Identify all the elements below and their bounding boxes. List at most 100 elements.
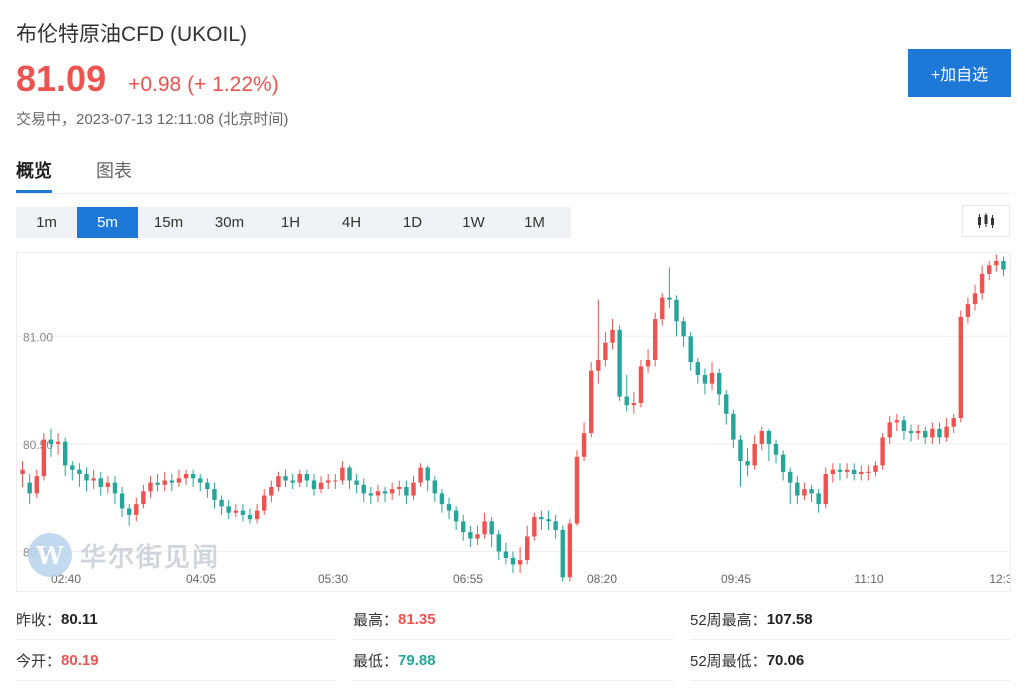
candle-body xyxy=(560,529,565,578)
price-row: 81.09 +0.98 (+ 1.22%) xyxy=(16,58,279,100)
candle-body xyxy=(375,491,381,496)
stat-low: 最低： 79.88 xyxy=(353,641,673,681)
candle-body xyxy=(660,297,665,320)
candle-body xyxy=(112,482,118,494)
candle-body xyxy=(972,293,978,305)
candle-body xyxy=(212,489,217,500)
candle-body xyxy=(965,304,971,317)
stat-label: 最低： xyxy=(353,653,399,670)
candle-body xyxy=(276,476,281,487)
tab-overview[interactable]: 概览 xyxy=(16,161,52,181)
timeframe-5m[interactable]: 5m xyxy=(77,207,138,238)
candle-body xyxy=(254,510,260,520)
candle-body xyxy=(62,441,68,466)
timeframe-15m[interactable]: 15m xyxy=(153,214,184,231)
candle-body xyxy=(247,514,253,520)
stat-label: 52周最低： xyxy=(690,653,767,670)
candle-body xyxy=(788,471,793,483)
candle-body xyxy=(84,474,89,481)
timeframe-4h[interactable]: 4H xyxy=(341,214,362,231)
candle-body xyxy=(155,482,160,485)
candle-body xyxy=(70,465,75,470)
candle-body xyxy=(1001,261,1006,270)
candle-body xyxy=(297,474,302,483)
candle-body xyxy=(340,467,345,481)
candle-body xyxy=(119,493,125,509)
candle-body xyxy=(930,428,935,438)
timeframe-1m[interactable]: 1m xyxy=(36,214,57,231)
candle-body xyxy=(162,480,167,485)
timeframe-1d[interactable]: 1D xyxy=(402,214,423,231)
candle-body xyxy=(98,478,103,487)
add-watchlist-button[interactable]: +加自选 xyxy=(908,49,1011,97)
price-change: +0.98 (+ 1.22%) xyxy=(128,73,279,96)
y-tick-label: 81.00 xyxy=(23,330,53,344)
candle-body xyxy=(908,430,914,434)
candle-body xyxy=(724,394,729,414)
stat-52w-low: 52周最低： 70.06 xyxy=(690,641,1010,681)
timeframe-selector: 1m 5m 15m 30m 1H 4H 1D 1W 1M xyxy=(16,207,571,238)
timeframe-30m[interactable]: 30m xyxy=(214,214,245,231)
candle-body xyxy=(539,517,544,520)
candle-body xyxy=(759,430,764,444)
stat-prev-close: 昨收： 80.11 xyxy=(16,600,336,640)
x-tick-label: 04:05 xyxy=(186,572,216,586)
chart-type-button[interactable] xyxy=(962,205,1010,237)
candle-body xyxy=(674,299,679,322)
stat-label: 最高： xyxy=(353,612,399,629)
candle-body xyxy=(915,430,921,434)
candle-body xyxy=(446,504,452,511)
candle-body xyxy=(425,467,430,481)
x-tick-label: 08:20 xyxy=(587,572,617,586)
candle-body xyxy=(325,480,331,483)
stat-52w-high: 52周最高： 107.58 xyxy=(690,600,1010,640)
candle-body xyxy=(517,560,523,565)
candle-body xyxy=(361,484,366,494)
candle-body xyxy=(802,489,807,496)
candle-body xyxy=(752,443,757,466)
candle-body xyxy=(688,336,693,363)
candle-body xyxy=(169,480,175,483)
timeframe-1mo[interactable]: 1M xyxy=(524,214,545,231)
candle-body xyxy=(567,523,573,578)
candle-body xyxy=(404,486,409,496)
candle-body xyxy=(716,372,722,395)
last-price: 81.09 xyxy=(16,58,107,99)
candle-body xyxy=(610,329,615,343)
stat-value: 80.11 xyxy=(61,611,98,628)
stat-label: 今开： xyxy=(16,653,62,670)
candle-body xyxy=(809,489,814,494)
candle-body xyxy=(624,396,629,406)
candle-body xyxy=(283,476,288,481)
candle-body xyxy=(596,359,601,371)
stat-high: 最高： 81.35 xyxy=(353,600,673,640)
candle-body xyxy=(553,521,558,530)
instrument-title: 布伦特原油CFD (UKOIL) xyxy=(16,23,247,46)
candle-body xyxy=(951,418,956,427)
candle-body xyxy=(77,469,82,475)
tab-chart[interactable]: 图表 xyxy=(96,161,132,181)
candle-body xyxy=(837,469,843,472)
x-tick-label: 12:3 xyxy=(989,572,1010,586)
candle-body xyxy=(411,482,416,496)
timeframe-1h[interactable]: 1H xyxy=(280,214,301,231)
candle-body xyxy=(318,482,324,490)
candle-body xyxy=(198,478,203,483)
candle-body xyxy=(262,495,267,511)
candle-body xyxy=(382,491,388,494)
stat-label: 昨收： xyxy=(16,612,62,629)
candle-body xyxy=(795,482,800,496)
trading-status: 交易中，2023-07-13 12:11:08 (北京时间) xyxy=(16,111,289,128)
candle-body xyxy=(503,551,509,558)
watermark-logo: W xyxy=(28,533,72,577)
candle-body xyxy=(574,456,580,524)
candle-body xyxy=(432,480,438,494)
candle-body xyxy=(148,482,153,492)
candle-body xyxy=(631,403,637,406)
timeframe-1w[interactable]: 1W xyxy=(462,214,485,231)
candle-body xyxy=(745,461,750,466)
candle-body xyxy=(617,329,622,397)
candle-body xyxy=(887,422,892,438)
candle-body xyxy=(823,474,828,505)
candle-body xyxy=(240,510,246,515)
